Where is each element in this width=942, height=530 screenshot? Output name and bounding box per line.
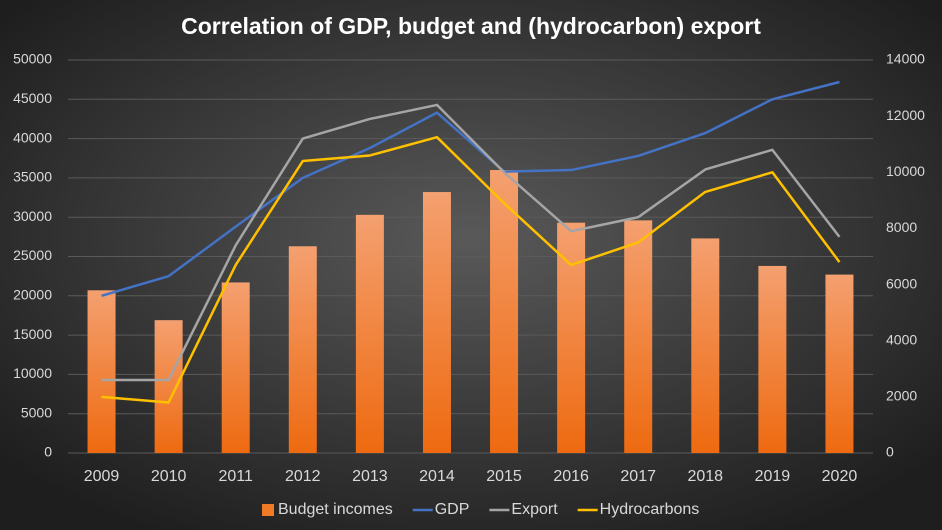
bar xyxy=(422,192,451,453)
y-tick-label: 0 xyxy=(44,444,52,460)
line xyxy=(101,135,841,404)
line xyxy=(101,80,840,297)
y2-tick-label: 0 xyxy=(886,444,894,460)
y2-tick-label: 2000 xyxy=(886,388,917,404)
y-tick-label: 30000 xyxy=(13,208,52,224)
y2-tick-label: 12000 xyxy=(886,107,925,123)
legend-label: Budget incomes xyxy=(278,501,393,518)
bar xyxy=(691,238,720,453)
x-tick-label: 2012 xyxy=(285,468,321,485)
x-tick-label: 2019 xyxy=(755,468,791,485)
x-tick-label: 2018 xyxy=(687,468,723,485)
y2-tick-label: 6000 xyxy=(886,275,917,291)
line xyxy=(101,103,841,382)
x-tick-label: 2014 xyxy=(419,468,455,485)
y2-tick-label: 8000 xyxy=(886,219,917,235)
chart-title: Correlation of GDP, budget and (hydrocar… xyxy=(181,13,761,39)
y2-tick-label: 4000 xyxy=(886,331,917,347)
bar xyxy=(288,246,317,453)
bar xyxy=(490,170,519,454)
y-tick-label: 10000 xyxy=(13,365,52,381)
y-tick-label: 20000 xyxy=(13,287,52,303)
bar xyxy=(758,265,787,453)
bar xyxy=(624,220,653,453)
x-tick-label: 2013 xyxy=(352,468,388,485)
legend-label: Hydrocarbons xyxy=(600,501,700,518)
x-tick-label: 2016 xyxy=(553,468,589,485)
y-tick-label: 25000 xyxy=(13,247,52,263)
y-tick-label: 45000 xyxy=(13,90,52,106)
y2-tick-label: 14000 xyxy=(886,51,925,67)
y-tick-label: 35000 xyxy=(13,169,52,185)
x-tick-label: 2017 xyxy=(620,468,656,485)
legend-swatch xyxy=(262,504,274,516)
legend-label: Export xyxy=(511,501,558,518)
bar xyxy=(221,282,250,453)
y-tick-label: 50000 xyxy=(13,51,52,67)
bar xyxy=(154,320,183,453)
x-tick-label: 2015 xyxy=(486,468,522,485)
legend-label: GDP xyxy=(435,501,470,518)
y-tick-label: 5000 xyxy=(21,404,52,420)
bar xyxy=(825,274,854,453)
x-tick-label: 2020 xyxy=(822,468,858,485)
x-tick-label: 2011 xyxy=(219,468,254,485)
bar xyxy=(87,290,116,453)
x-tick-label: 2009 xyxy=(84,468,120,485)
y-tick-label: 15000 xyxy=(13,326,52,342)
y2-tick-label: 10000 xyxy=(886,163,925,179)
x-tick-label: 2010 xyxy=(151,468,187,485)
y-tick-label: 40000 xyxy=(13,129,52,145)
bar xyxy=(355,214,384,453)
